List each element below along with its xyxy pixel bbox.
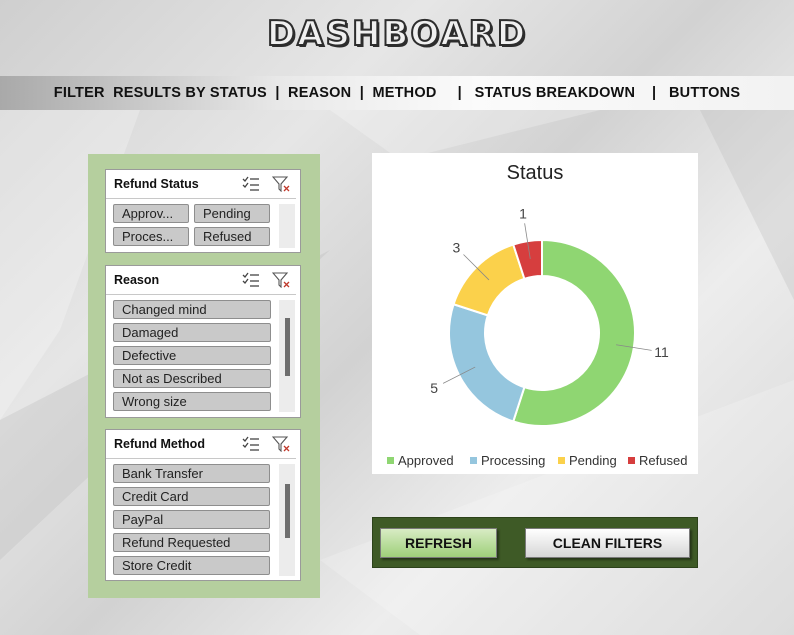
slicer-item-processing[interactable]: Proces... — [113, 227, 189, 246]
clear-filter-icon[interactable] — [272, 436, 290, 452]
multi-select-icon[interactable] — [242, 272, 260, 288]
multi-select-icon[interactable] — [242, 176, 260, 192]
slicer-header: Refund Status — [106, 170, 296, 199]
slicer-item-bank-transfer[interactable]: Bank Transfer — [113, 464, 270, 483]
data-label-pending: 3 — [453, 239, 461, 255]
slicer-title: Refund Method — [114, 437, 205, 451]
legend-swatch-refused — [628, 457, 635, 464]
scrollbar-thumb[interactable] — [285, 318, 290, 376]
slicer-body: Changed mind Damaged Defective Not as De… — [106, 295, 300, 417]
status-chart: Status 11 5 3 1 Approved Processing Pending Re… — [372, 153, 698, 474]
leader-line — [442, 366, 476, 384]
refund-method-slicer: Refund Method Bank Transfer Credit Card … — [105, 429, 301, 581]
donut-slice-refused — [512, 238, 543, 281]
scrollbar[interactable] — [279, 204, 295, 248]
slicer-item-damaged[interactable]: Damaged — [113, 323, 271, 342]
clean-filters-button[interactable]: CLEAN FILTERS — [525, 528, 690, 558]
slicer-item-pending[interactable]: Pending — [194, 204, 270, 223]
slicer-item-approved[interactable]: Approv... — [113, 204, 189, 223]
slicer-item-refused[interactable]: Refused — [194, 227, 270, 246]
data-label-processing: 5 — [430, 380, 438, 396]
slicer-body: Bank Transfer Credit Card PayPal Refund … — [106, 459, 300, 580]
legend-label-approved: Approved — [398, 453, 454, 468]
donut-chart: Status 11 5 3 1 Approved Processing Pending Re… — [387, 162, 687, 468]
legend-swatch-approved — [387, 457, 394, 464]
leader-line — [616, 344, 652, 351]
slicer-title: Reason — [114, 273, 160, 287]
slicer-item-store-credit[interactable]: Store Credit — [113, 556, 270, 575]
scrollbar-thumb[interactable] — [285, 484, 290, 538]
legend-label-refused: Refused — [639, 453, 687, 468]
leader-line — [463, 254, 490, 281]
data-label-approved: 11 — [654, 344, 669, 360]
slicer-header: Reason — [106, 266, 296, 295]
donut-slice-approved — [512, 238, 636, 427]
slicer-item-paypal[interactable]: PayPal — [113, 510, 270, 529]
scrollbar[interactable] — [279, 300, 295, 412]
page-title: DASHBOARD — [266, 13, 528, 55]
donut-slice-processing — [448, 303, 526, 423]
slicer-item-defective[interactable]: Defective — [113, 346, 271, 365]
slicer-body: Approv... Pending Proces... Refused — [106, 199, 300, 253]
multi-select-icon[interactable] — [242, 436, 260, 452]
reason-slicer: Reason Changed mind Damaged Defective N — [105, 265, 301, 418]
slicer-item-wrong-size[interactable]: Wrong size — [113, 392, 271, 411]
data-label-refused: 1 — [519, 205, 527, 221]
clear-filter-icon[interactable] — [272, 272, 290, 288]
slicer-panel: Refund Status Approv... Pending Proces..… — [88, 154, 320, 598]
leader-line — [524, 223, 531, 259]
legend-swatch-pending — [558, 457, 565, 464]
slicer-header: Refund Method — [106, 430, 296, 459]
scrollbar[interactable] — [279, 464, 295, 576]
clear-filter-icon[interactable] — [272, 176, 290, 192]
legend-swatch-processing — [470, 457, 477, 464]
nav-band: FILTER RESULTS BY STATUS | REASON | METH… — [0, 76, 794, 110]
nav-instructions: FILTER RESULTS BY STATUS | REASON | METH… — [53, 85, 741, 101]
slicer-item-refund-requested[interactable]: Refund Requested — [113, 533, 270, 552]
legend-label-processing: Processing — [481, 453, 545, 468]
slicer-item-changed-mind[interactable]: Changed mind — [113, 300, 271, 319]
chart-title: Status — [507, 162, 564, 184]
legend-label-pending: Pending — [569, 453, 617, 468]
buttons-band: REFRESH CLEAN FILTERS — [372, 517, 698, 568]
refund-status-slicer: Refund Status Approv... Pending Proces..… — [105, 169, 301, 253]
slicer-title: Refund Status — [114, 177, 199, 191]
refresh-button[interactable]: REFRESH — [380, 528, 497, 558]
slicer-item-credit-card[interactable]: Credit Card — [113, 487, 270, 506]
slicer-item-not-as-described[interactable]: Not as Described — [113, 369, 271, 388]
